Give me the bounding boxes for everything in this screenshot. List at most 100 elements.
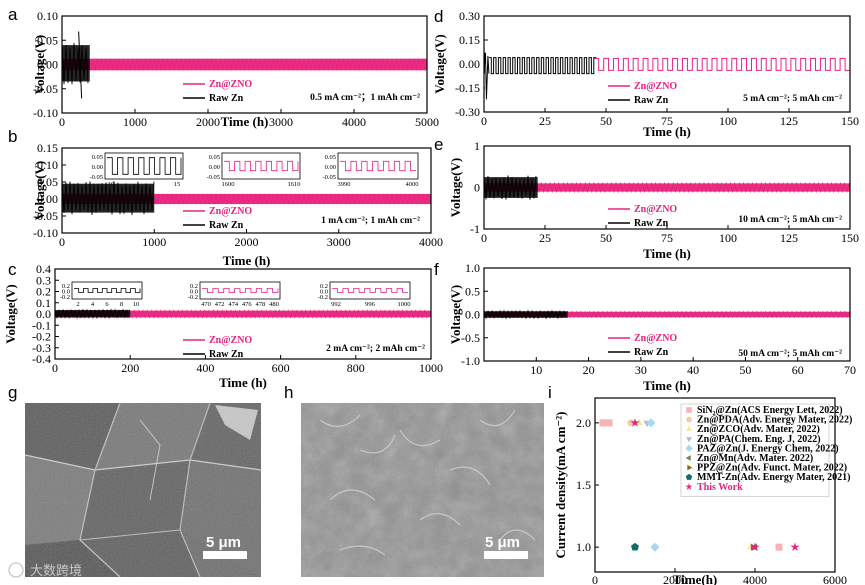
x-tick-label: 150	[841, 114, 859, 128]
x-tick-label: 3000	[269, 115, 293, 129]
legend: Zn@ZNO Raw Zn	[183, 206, 252, 231]
inset-x-label: 4000	[406, 181, 419, 188]
legend-marker	[686, 407, 692, 413]
y-tick-label: 0.4	[36, 262, 51, 276]
voltage-initial	[483, 52, 490, 100]
x-tick-label: 60	[792, 363, 804, 377]
inset-x-label: 480	[269, 301, 279, 308]
inset-trace	[224, 160, 299, 172]
inset-y-label: 0.0	[62, 289, 70, 296]
y-tick-label: 0.0	[465, 308, 480, 322]
x-tick-label: 75	[661, 231, 673, 245]
y-tick-label: 0.05	[37, 33, 58, 47]
x-tick-label: 3000	[327, 235, 351, 249]
legend-label-zn-zno: Zn@ZNO	[634, 333, 677, 344]
y-tick-label: -0.2	[32, 330, 51, 344]
inset-y-label: 0.00	[92, 164, 103, 171]
inset-y-label: -0.05	[206, 174, 220, 181]
y-tick-label: 0.3	[36, 273, 51, 287]
legend-label-zn-zno: Zn@ZNO	[634, 204, 677, 215]
y-axis-label: Voltage(V)	[32, 35, 47, 94]
watermark-text: 大数跨境	[30, 564, 82, 579]
x-tick-label: 75	[661, 114, 673, 128]
scatter-series	[627, 419, 639, 551]
plot-frame	[61, 15, 428, 114]
scatter-series	[631, 542, 639, 551]
inset-x-label: 474	[228, 301, 239, 308]
inset-y-label: 0.2	[320, 283, 328, 290]
inset-x-label: 476	[242, 301, 253, 308]
scale-bar-label-h: 5 μm	[485, 534, 520, 551]
voltage-trace	[483, 181, 850, 194]
x-tick-label: 50	[600, 231, 612, 245]
legend: Zn@ZNO Raw Zn	[608, 204, 677, 229]
x-tick-label: 4000	[419, 235, 443, 249]
voltage-band	[62, 58, 427, 71]
voltage-trace-square	[488, 57, 597, 75]
x-axis-label: Time (h)	[643, 124, 691, 139]
inset-x-label: 10	[108, 181, 115, 188]
panel-label-i: i	[548, 383, 552, 402]
x-axis-label: Time (h)	[643, 246, 691, 261]
y-tick-label: 0.00	[37, 58, 58, 72]
x-tick-label: 125	[780, 114, 798, 128]
y-tick-label: -0.1	[32, 318, 51, 332]
sem-image-g: 5 μm	[25, 403, 261, 577]
voltage-band	[484, 183, 850, 192]
x-tick-label: 25	[539, 231, 551, 245]
y-tick-label: 0.05	[37, 175, 58, 189]
legend-label-zn-zno: Zn@ZNO	[209, 79, 252, 90]
data-point	[650, 542, 660, 552]
inset-x-label: 15	[174, 181, 181, 188]
inset-y-label: 0.00	[209, 164, 220, 171]
chart-d: 0.30 0.15 0.00 -0.15 -0.300 25 50 75 100 125 150 Zn…	[432, 9, 859, 139]
condition-label: 2 mA cm⁻²; 2 mAh cm⁻²	[326, 344, 425, 354]
condition-label: 5 mA cm⁻²; 5 mAh cm⁻²	[743, 94, 842, 104]
inset-x-label: 4	[91, 301, 95, 308]
inset-y-label: 0.05	[92, 154, 103, 161]
y-tick-label: 1	[474, 139, 480, 153]
y-axis-label: Voltage(V)	[432, 34, 447, 93]
data-point	[599, 419, 607, 427]
y-axis-label: Voltage(V)	[448, 285, 463, 344]
x-tick-label: 5000	[415, 115, 439, 129]
inset-y-label: 0.0	[320, 289, 328, 296]
y-tick-label: 0.0	[36, 307, 51, 321]
x-tick-label: 0	[592, 573, 598, 585]
panel-label-h: h	[284, 383, 293, 402]
chart-c: 0.40.30.20.10.0-0.1-0.2-0.3-0.40 200 400 60…	[3, 262, 443, 390]
inset-trace	[107, 157, 182, 175]
inset-x-label: 478	[256, 301, 266, 308]
condition-label: 50 mA cm⁻²; 5 mAh cm⁻²	[738, 349, 842, 359]
scatter-series	[599, 419, 783, 551]
x-tick-label: 4000	[342, 115, 366, 129]
x-tick-label: 125	[780, 231, 798, 245]
legend-label-raw-zn: Raw Zn	[209, 93, 244, 104]
legend-marker	[685, 473, 693, 480]
plot-frame	[483, 145, 851, 230]
x-tick-label: 50	[739, 363, 751, 377]
legend-entry: PPZ@Zn(Adv. Funct. Mater, 2022)	[697, 463, 847, 474]
inset-y-label: -0.2	[318, 294, 328, 301]
panel-label-f: f	[434, 260, 439, 279]
data-point	[775, 543, 783, 551]
legend-entry: Zn@ZCO(Adv. Mater, 2022)	[697, 424, 820, 435]
panel-label-a: a	[8, 5, 18, 24]
inset-x-label: 470	[201, 301, 211, 308]
inset-y-label: 0.00	[325, 164, 336, 171]
x-tick-label: 1000	[142, 235, 166, 249]
chart-f: 1.0 0.5 0.0 -0.5 -1.0 10 20 30 40 50 60 70 Zn@ZNO Raw…	[448, 261, 856, 393]
voltage-trace	[61, 58, 426, 71]
scatter-series	[646, 418, 660, 552]
y-tick-label: 0.30	[459, 9, 480, 23]
x-tick-label: 2000	[663, 573, 687, 585]
legend-label-raw-zn: Raw Zn	[209, 220, 244, 231]
inset-y-label: 0.2	[190, 283, 198, 290]
legend-label-raw-zn: Raw Zn	[209, 349, 244, 360]
watermark-logo: 大数跨境	[8, 562, 82, 579]
x-tick-label: 0	[481, 231, 487, 245]
legend-label-zn-zno: Zn@ZNO	[634, 81, 677, 92]
legend: Zn@ZNO Raw Zn	[608, 81, 677, 106]
data-point	[631, 542, 639, 551]
